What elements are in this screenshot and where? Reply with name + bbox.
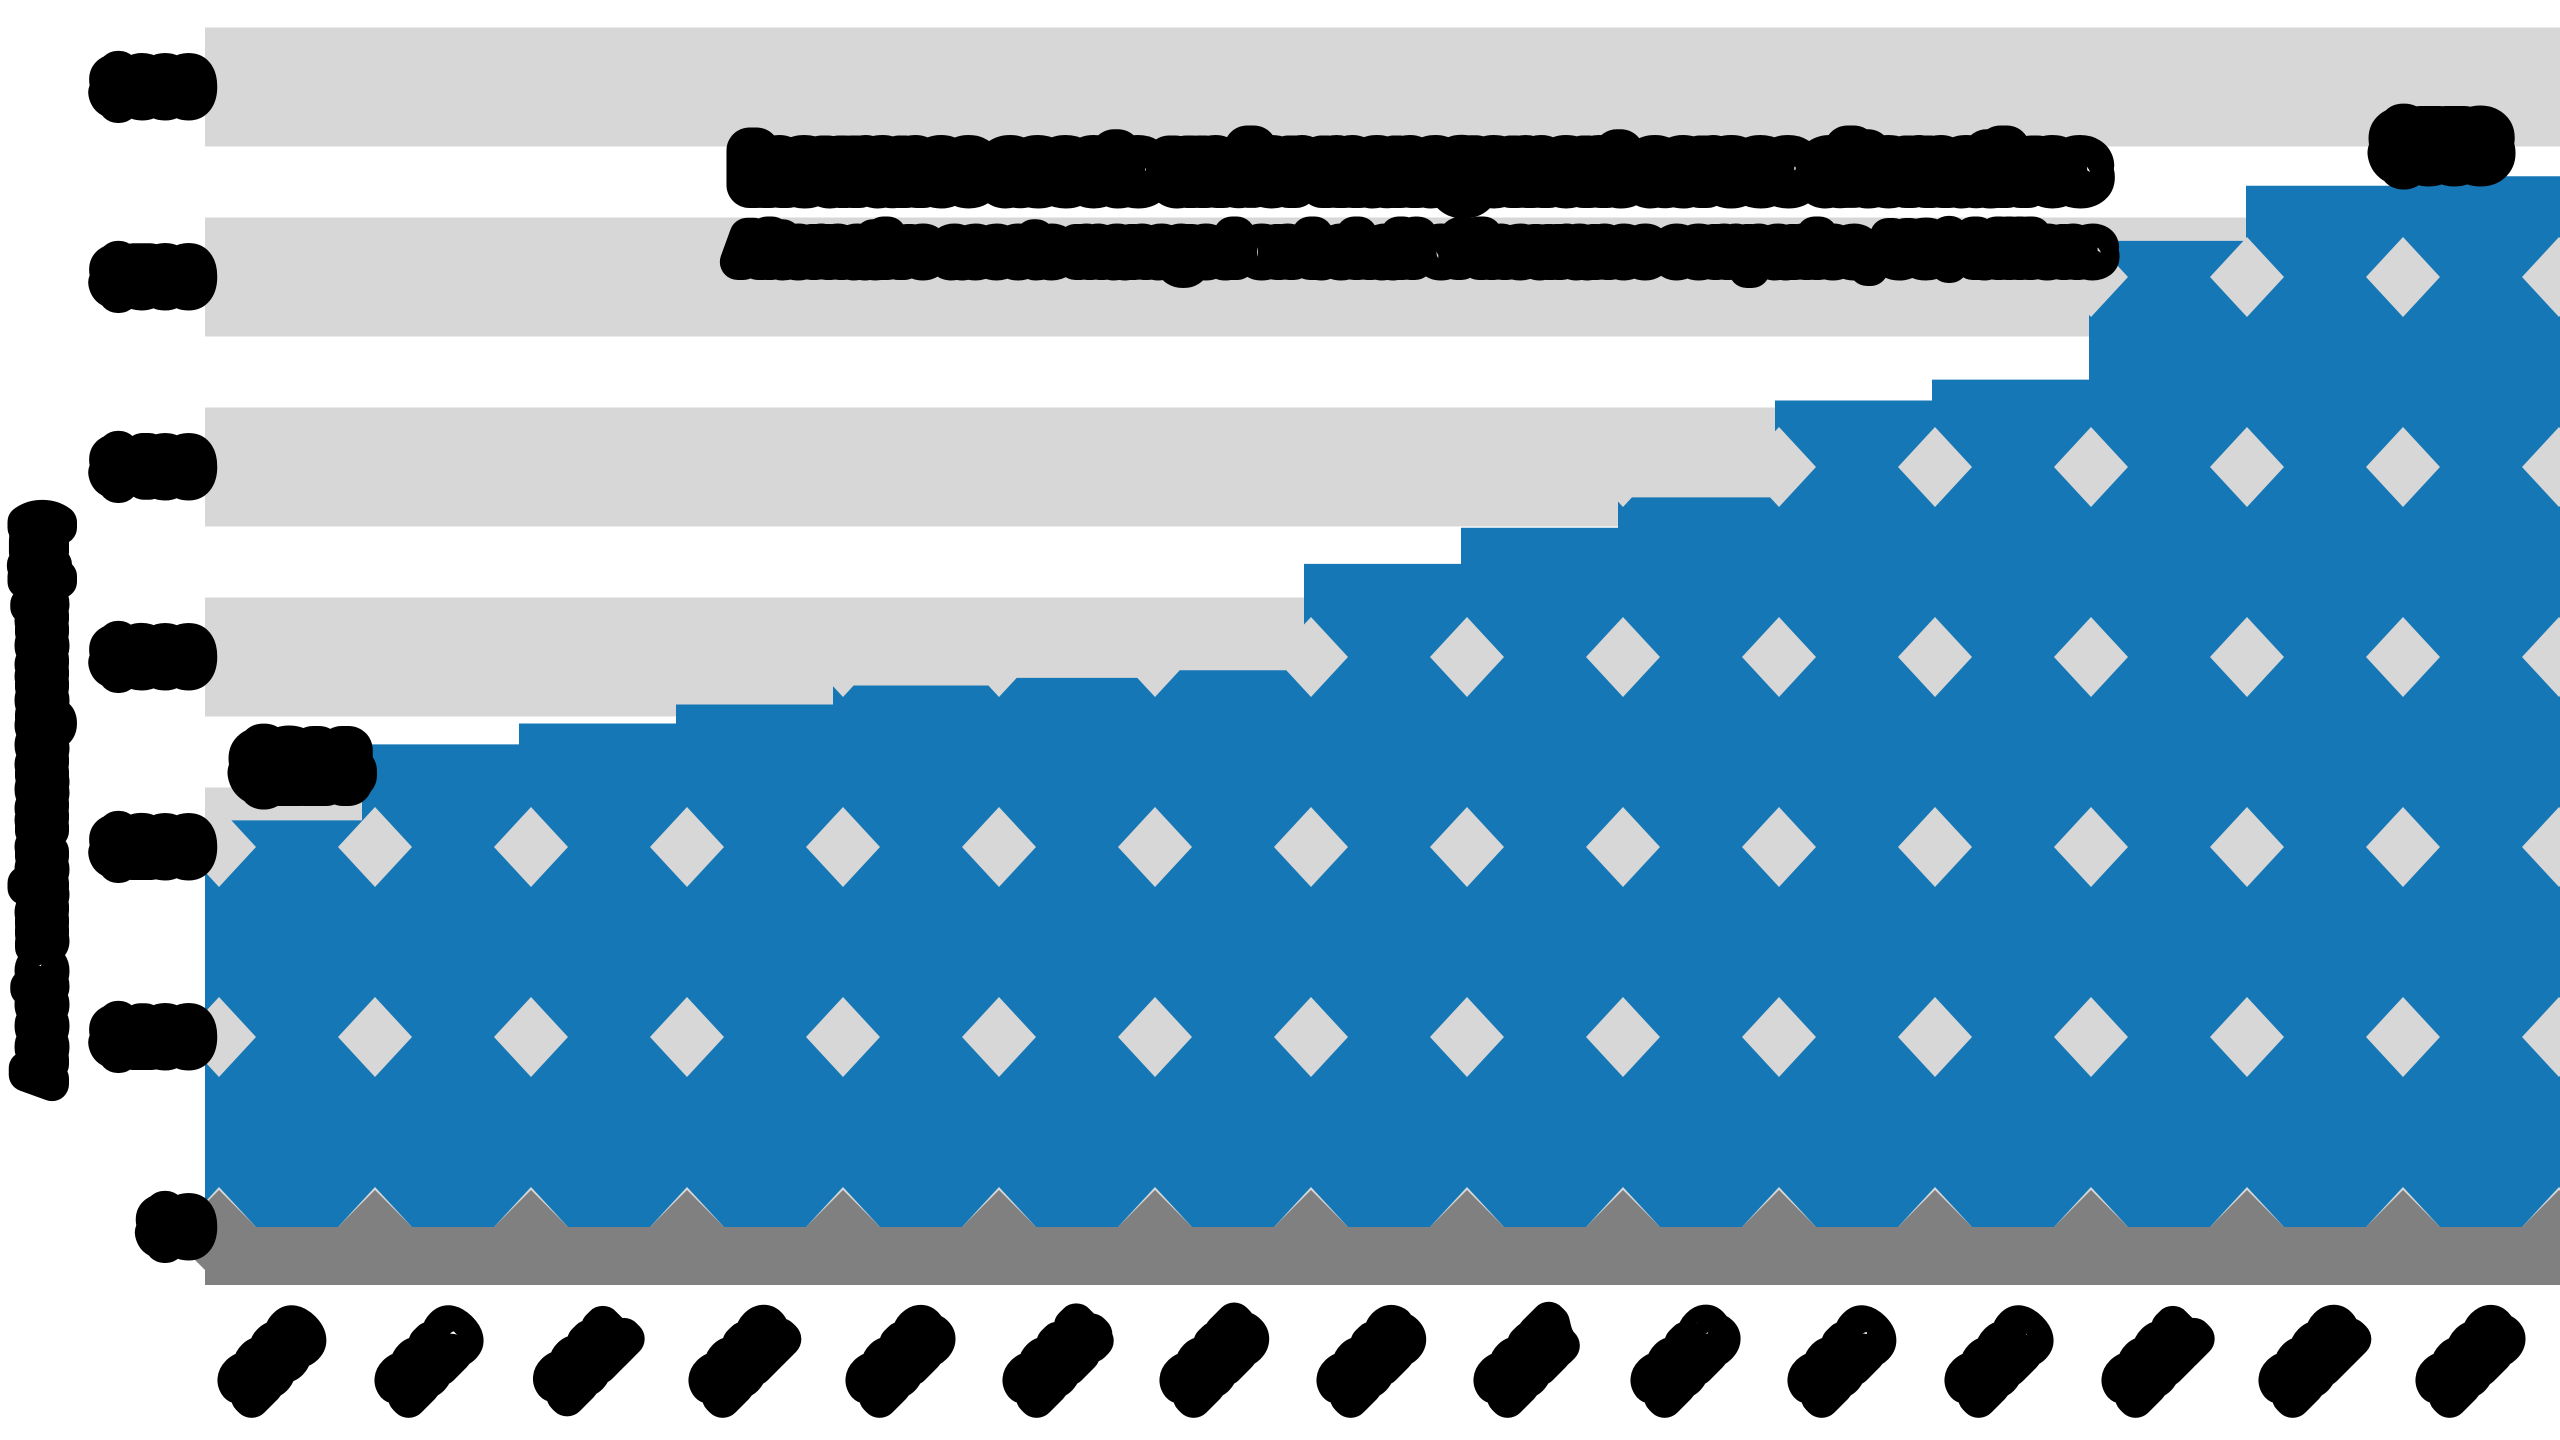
axis-diamond-icon <box>1420 1190 1514 1284</box>
axis-diamond-icon <box>2512 1190 2560 1284</box>
area-series <box>205 176 2560 1227</box>
y-tick-label: $200 <box>107 823 200 870</box>
axis-diamond-icon <box>1732 1190 1826 1284</box>
axis-diamond-icon <box>328 1190 422 1284</box>
start-value-label: $214 <box>251 740 354 792</box>
y-tick-label: $500 <box>107 253 200 300</box>
y-tick-label: $0 <box>153 1203 200 1250</box>
axis-diamond-icon <box>172 1190 266 1284</box>
axis-diamond-icon <box>640 1190 734 1284</box>
axis-diamond-icon <box>2356 1190 2450 1284</box>
axis-diamond-icon <box>1888 1190 1982 1284</box>
chart-subtitle: Alternative assets managed on behalf of … <box>737 229 2103 271</box>
y-axis-title: Assets under management ($B) <box>19 515 61 1085</box>
axis-diamond-icon <box>1576 1190 1670 1284</box>
y-tick-label: $100 <box>107 1013 200 1060</box>
axis-diamond-icon <box>2200 1190 2294 1284</box>
axis-diamond-icon <box>796 1190 890 1284</box>
axis-diamond-icon <box>1108 1190 1202 1284</box>
x-axis-diamond-markers <box>172 1190 2560 1284</box>
y-tick-label: $600 <box>107 63 200 110</box>
y-tick-label: $300 <box>107 633 200 680</box>
gridline-band <box>205 27 2560 147</box>
axis-diamond-icon <box>2044 1190 2138 1284</box>
chart-title: Insurance assets under management across… <box>746 140 2094 196</box>
axis-diamond-icon <box>484 1190 578 1284</box>
axis-diamond-icon <box>952 1190 1046 1284</box>
axis-diamond-icon <box>1264 1190 1358 1284</box>
x-axis-band <box>205 1227 2560 1285</box>
y-tick-label: $400 <box>107 443 200 490</box>
end-value-label: $553 <box>2391 120 2493 172</box>
